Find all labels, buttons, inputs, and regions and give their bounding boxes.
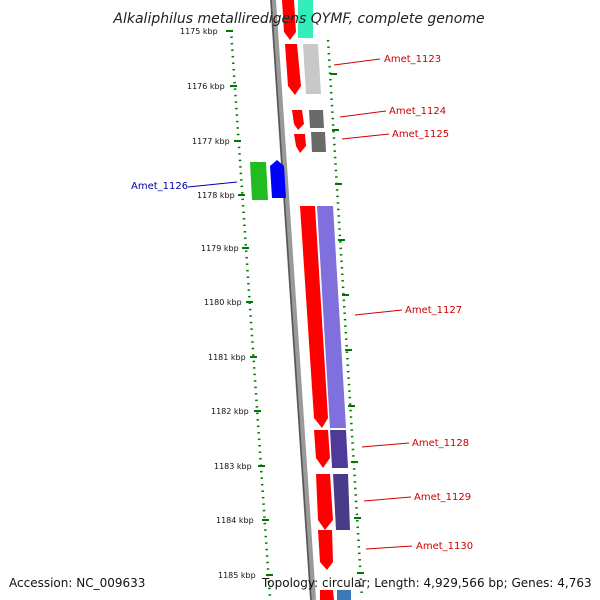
- leader-line: [187, 181, 238, 188]
- leader-line: [341, 133, 390, 140]
- forward-cds-track: [282, 0, 334, 600]
- page-title: Alkaliphilus metalliredigens QYMF, compl…: [112, 11, 484, 27]
- tick-label: 1185 kbp: [218, 571, 256, 580]
- gene-label[interactable]: Amet_1125: [392, 129, 449, 140]
- tick-label: 1179 kbp: [201, 244, 239, 253]
- cog-block-teal[interactable]: [298, 0, 313, 38]
- gene-label[interactable]: Amet_1124: [389, 106, 446, 117]
- gene-arrow-amet-1128[interactable]: [314, 430, 330, 468]
- gene-labels: Amet_1123 Amet_1124 Amet_1125 Amet_1126 …: [131, 54, 473, 552]
- cog-block-gray-1124[interactable]: [309, 110, 324, 128]
- gene-arrow-amet-1130[interactable]: [318, 530, 333, 570]
- cog-block-gray-1123[interactable]: [303, 44, 321, 94]
- leader-line: [339, 110, 387, 118]
- gene-label[interactable]: Amet_1127: [405, 305, 462, 316]
- tick-label: 1182 kbp: [211, 407, 249, 416]
- accession-text: Accession: NC_009633: [9, 576, 145, 590]
- gene-arrow-amet-1127[interactable]: [300, 206, 328, 428]
- topology-text: Topology: circular; Length: 4,929,566 bp…: [261, 576, 592, 590]
- cog-block-blue-bottom[interactable]: [337, 590, 351, 600]
- scale-ticks: 1175 kbp 1176 kbp 1177 kbp 1178 kbp 1179…: [180, 27, 273, 580]
- tick-label: 1176 kbp: [187, 82, 225, 91]
- cog-track: [298, 0, 351, 600]
- cog-block-purple-1128[interactable]: [330, 430, 348, 468]
- cog-block-purple-1129[interactable]: [333, 474, 350, 530]
- leader-line: [363, 496, 412, 502]
- scale-dotted-line-right: [326, 39, 364, 599]
- leader-line: [354, 309, 403, 316]
- gene-arrow-amet-1124[interactable]: [292, 110, 304, 130]
- gene-label[interactable]: Amet_1123: [384, 54, 441, 65]
- right-scale-ticks: [330, 73, 364, 574]
- cog-block-green-1126[interactable]: [250, 162, 268, 200]
- tick-label: 1181 kbp: [208, 353, 246, 362]
- gene-label[interactable]: Amet_1126: [131, 181, 188, 192]
- tick-label: 1183 kbp: [214, 462, 252, 471]
- gene-label[interactable]: Amet_1130: [416, 541, 473, 552]
- gene-arrow-amet-1129[interactable]: [316, 474, 333, 530]
- leader-line: [333, 58, 381, 66]
- tick-label: 1175 kbp: [180, 27, 218, 36]
- tick-label: 1184 kbp: [216, 516, 254, 525]
- gene-arrow-amet-1123[interactable]: [285, 44, 301, 95]
- leader-line: [365, 545, 413, 550]
- scale-dotted-line: [229, 29, 272, 599]
- cog-block-gray-1125[interactable]: [311, 132, 326, 152]
- backbone: [270, 0, 316, 600]
- tick-label: 1180 kbp: [204, 298, 242, 307]
- tick-label: 1177 kbp: [192, 137, 230, 146]
- tick-label: 1178 kbp: [197, 191, 235, 200]
- gene-label[interactable]: Amet_1128: [412, 438, 469, 449]
- gene-arrow-bottom[interactable]: [320, 590, 334, 600]
- gene-arrow-amet-1126[interactable]: [270, 160, 286, 198]
- scale-track: [229, 29, 364, 599]
- gene-label[interactable]: Amet_1129: [414, 492, 471, 503]
- cog-block-purple-1127[interactable]: [317, 206, 346, 428]
- gene-arrow-amet-1125[interactable]: [294, 134, 306, 153]
- reverse-cds-track: [250, 160, 286, 200]
- gene-arrow-top[interactable]: [282, 0, 296, 40]
- leader-line: [361, 442, 410, 448]
